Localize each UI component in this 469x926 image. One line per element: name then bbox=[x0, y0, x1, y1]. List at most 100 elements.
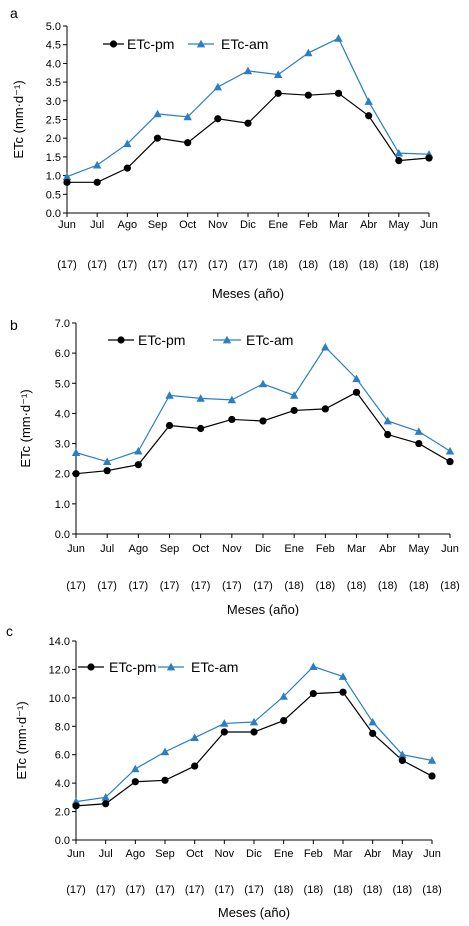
data-point-etc-am bbox=[445, 446, 455, 455]
data-point-etc-am bbox=[160, 747, 170, 756]
data-point-etc-pm bbox=[365, 112, 373, 120]
x-tick-label: May bbox=[408, 543, 429, 555]
x-tick-label: Abr bbox=[364, 848, 381, 860]
x-tick-year-label: (17) bbox=[238, 259, 258, 271]
y-tick-label: 3.0 bbox=[55, 439, 70, 451]
data-point-etc-am bbox=[134, 446, 143, 455]
data-point-etc-pm bbox=[244, 119, 252, 127]
y-tick-label: 1.0 bbox=[46, 171, 61, 183]
y-tick-label: 3.5 bbox=[46, 77, 61, 89]
data-point-etc-pm bbox=[123, 164, 131, 172]
x-tick-year-label: (17) bbox=[118, 259, 138, 271]
data-point-etc-pm bbox=[304, 91, 312, 99]
x-tick-label: Mar bbox=[334, 848, 353, 860]
chart-panel-b: b 0.0 1.0 2.0 3.0 4.0 5.0 6.0 7.0 Jun (17) Jul (17) A… bbox=[10, 317, 460, 616]
y-axis-title: ETc (mm·d⁻¹) bbox=[14, 701, 29, 779]
data-point-etc-am bbox=[243, 66, 253, 75]
data-point-etc-am bbox=[279, 692, 288, 700]
panel-letter: c bbox=[6, 623, 13, 639]
x-tick-year-label: (18) bbox=[304, 884, 324, 896]
data-point-etc-pm bbox=[415, 439, 423, 448]
y-tick-label: 12.0 bbox=[49, 664, 70, 676]
data-point-etc-pm bbox=[309, 689, 317, 698]
y-tick-label: 4.0 bbox=[55, 778, 70, 790]
data-point-etc-pm bbox=[369, 729, 377, 737]
panel-letter: b bbox=[10, 317, 18, 333]
data-point-etc-am bbox=[220, 719, 229, 727]
x-tick-label: Jul bbox=[90, 219, 104, 231]
x-tick-year-label: (17) bbox=[178, 259, 198, 271]
x-tick-year-label: (18) bbox=[378, 580, 398, 592]
x-tick-label: Mar bbox=[329, 219, 348, 231]
x-tick-label: Nov bbox=[222, 543, 242, 555]
x-tick-label: Abr bbox=[379, 543, 396, 555]
x-tick-year-label: (18) bbox=[359, 259, 379, 271]
x-tick-year-label: (17) bbox=[155, 884, 175, 896]
x-tick-label: Jun bbox=[441, 543, 459, 555]
legend-marker-etc-am bbox=[196, 39, 206, 48]
data-point-etc-am bbox=[227, 395, 237, 404]
data-point-etc-pm bbox=[191, 762, 199, 770]
x-tick-label: Ago bbox=[129, 543, 149, 555]
x-tick-year-label: (17) bbox=[129, 580, 149, 592]
legend-label-etc-am: ETc-am bbox=[221, 36, 268, 52]
data-point-etc-pm bbox=[134, 461, 142, 469]
x-tick-year-label: (18) bbox=[268, 259, 288, 271]
y-tick-label: 0.0 bbox=[46, 208, 61, 220]
data-point-etc-am bbox=[334, 34, 343, 42]
data-point-etc-pm bbox=[274, 89, 282, 97]
x-tick-label: Ago bbox=[126, 848, 146, 860]
x-tick-year-label: (18) bbox=[274, 884, 294, 896]
x-tick-year-label: (17) bbox=[160, 580, 180, 592]
data-point-etc-am bbox=[102, 457, 112, 466]
data-point-etc-am bbox=[258, 379, 268, 388]
y-tick-label: 14.0 bbox=[49, 636, 70, 648]
x-tick-label: Dic bbox=[240, 219, 256, 231]
data-point-etc-pm bbox=[228, 415, 236, 424]
data-point-etc-pm bbox=[165, 421, 174, 430]
x-axis-title: Meses (año) bbox=[212, 286, 284, 301]
x-tick-label: Jun bbox=[420, 219, 438, 231]
x-tick-year-label: (18) bbox=[409, 580, 429, 592]
data-point-etc-am bbox=[304, 48, 313, 57]
data-point-etc-am bbox=[394, 148, 404, 157]
data-point-etc-am bbox=[101, 793, 110, 801]
x-tick-label: May bbox=[388, 219, 409, 231]
data-point-etc-am bbox=[165, 391, 174, 399]
y-tick-label: 0.0 bbox=[55, 529, 70, 541]
y-tick-label: 4.0 bbox=[46, 58, 61, 70]
data-point-etc-pm bbox=[290, 406, 298, 415]
legend-label-etc-am: ETc-am bbox=[246, 332, 293, 348]
x-tick-label: Oct bbox=[192, 543, 209, 555]
y-tick-label: 0.5 bbox=[46, 189, 61, 201]
data-point-etc-pm bbox=[334, 89, 343, 97]
y-tick-label: 2.0 bbox=[55, 469, 70, 481]
series-line-etc-pm bbox=[75, 691, 433, 807]
y-tick-label: 5.0 bbox=[55, 378, 70, 390]
data-point-etc-pm bbox=[259, 417, 267, 425]
x-tick-year-label: (18) bbox=[329, 259, 349, 271]
x-tick-label: Jun bbox=[67, 543, 85, 555]
x-tick-year-label: (17) bbox=[253, 580, 273, 592]
x-tick-year-label: (18) bbox=[347, 580, 367, 592]
data-point-etc-am bbox=[414, 427, 424, 435]
legend-label-etc-pm: ETc-pm bbox=[127, 36, 174, 52]
legend-label-etc-pm: ETc-pm bbox=[138, 332, 185, 348]
data-point-etc-pm bbox=[352, 388, 361, 396]
data-point-etc-am bbox=[131, 764, 140, 773]
x-tick-label: Jul bbox=[99, 848, 113, 860]
x-tick-label: Jun bbox=[423, 848, 441, 860]
legend-label-etc-am: ETc-am bbox=[191, 659, 238, 675]
data-point-etc-am bbox=[196, 394, 205, 402]
data-point-etc-am bbox=[190, 733, 199, 742]
x-axis-title: Meses (año) bbox=[218, 905, 290, 920]
x-tick-year-label: (17) bbox=[244, 884, 264, 896]
y-tick-label: 2.0 bbox=[46, 133, 61, 145]
legend-marker-etc-pm bbox=[109, 40, 118, 48]
x-tick-year-label: (17) bbox=[66, 580, 86, 592]
y-tick-label: 7.0 bbox=[55, 318, 70, 330]
x-tick-year-label: (18) bbox=[284, 580, 304, 592]
y-tick-label: 10.0 bbox=[49, 693, 70, 705]
data-point-etc-pm bbox=[220, 728, 228, 736]
data-point-etc-pm bbox=[214, 115, 222, 123]
